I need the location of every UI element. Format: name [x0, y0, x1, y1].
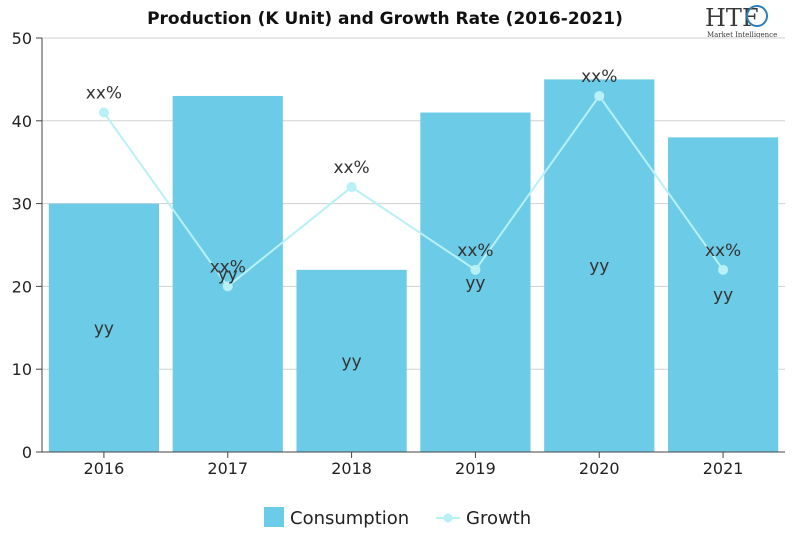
- x-tick-label: 2020: [579, 459, 620, 478]
- bar-2016[interactable]: [48, 203, 160, 452]
- x-tick-label: 2021: [703, 459, 744, 478]
- growth-value-label: xx%: [210, 257, 246, 277]
- y-tick-label: 30: [12, 195, 32, 214]
- bar-2021[interactable]: [667, 137, 779, 453]
- bar-value-label: yy: [218, 265, 238, 285]
- x-tick-label: 2017: [207, 459, 248, 478]
- y-tick-label: 0: [22, 443, 32, 462]
- growth-value-label: xx%: [705, 241, 741, 261]
- growth-point-2021[interactable]: [718, 264, 729, 275]
- bar-2018[interactable]: [296, 269, 407, 452]
- x-tick-label: 2018: [331, 459, 372, 478]
- legend-label-growth[interactable]: Growth: [466, 508, 531, 529]
- gridlines: [42, 37, 785, 370]
- growth-value-label: xx%: [457, 241, 493, 261]
- x-tick-label: 2019: [455, 459, 496, 478]
- x-tick-label: 2016: [84, 459, 125, 478]
- legend: Consumption Growth: [264, 507, 531, 529]
- bar-2020[interactable]: [544, 79, 655, 453]
- growth-value-label: xx%: [581, 67, 617, 87]
- bar-value-label: yy: [589, 257, 609, 277]
- bar-2017[interactable]: [172, 95, 283, 453]
- htf-logo: HTF Market Intelligence: [705, 4, 777, 39]
- growth-point-2018[interactable]: [346, 182, 357, 193]
- bar-value-label: yy: [465, 273, 485, 293]
- y-tick-label: 50: [12, 29, 32, 48]
- bar-value-label: yy: [94, 319, 114, 339]
- logo-tagline: Market Intelligence: [707, 31, 777, 39]
- logo-globe-icon: [746, 5, 768, 27]
- bar-series-consumption: [48, 79, 779, 453]
- y-tick-label: 10: [12, 360, 32, 379]
- growth-value-label: xx%: [333, 158, 369, 178]
- bar-value-label: yy: [342, 352, 362, 372]
- growth-line: [103, 94, 724, 288]
- growth-point-2019[interactable]: [470, 264, 481, 275]
- growth-point-2016[interactable]: [98, 107, 109, 118]
- line-series-growth: [98, 90, 729, 292]
- growth-value-label: xx%: [86, 84, 122, 104]
- legend-marker-growth: [443, 513, 453, 523]
- y-tick-label: 20: [12, 277, 32, 296]
- axes: 0 10 20 30 40 50 2016 2017 2018 2019 2020 2021: [12, 29, 785, 478]
- growth-point-2020[interactable]: [594, 90, 605, 101]
- legend-label-consumption[interactable]: Consumption: [290, 508, 409, 529]
- chart-title: Production (K Unit) and Growth Rate (201…: [147, 9, 623, 29]
- legend-swatch-consumption[interactable]: [264, 507, 284, 527]
- bar-2019[interactable]: [420, 112, 531, 453]
- growth-point-2017[interactable]: [222, 281, 233, 292]
- bar-value-label: yy: [713, 286, 733, 306]
- y-tick-label: 40: [12, 112, 32, 131]
